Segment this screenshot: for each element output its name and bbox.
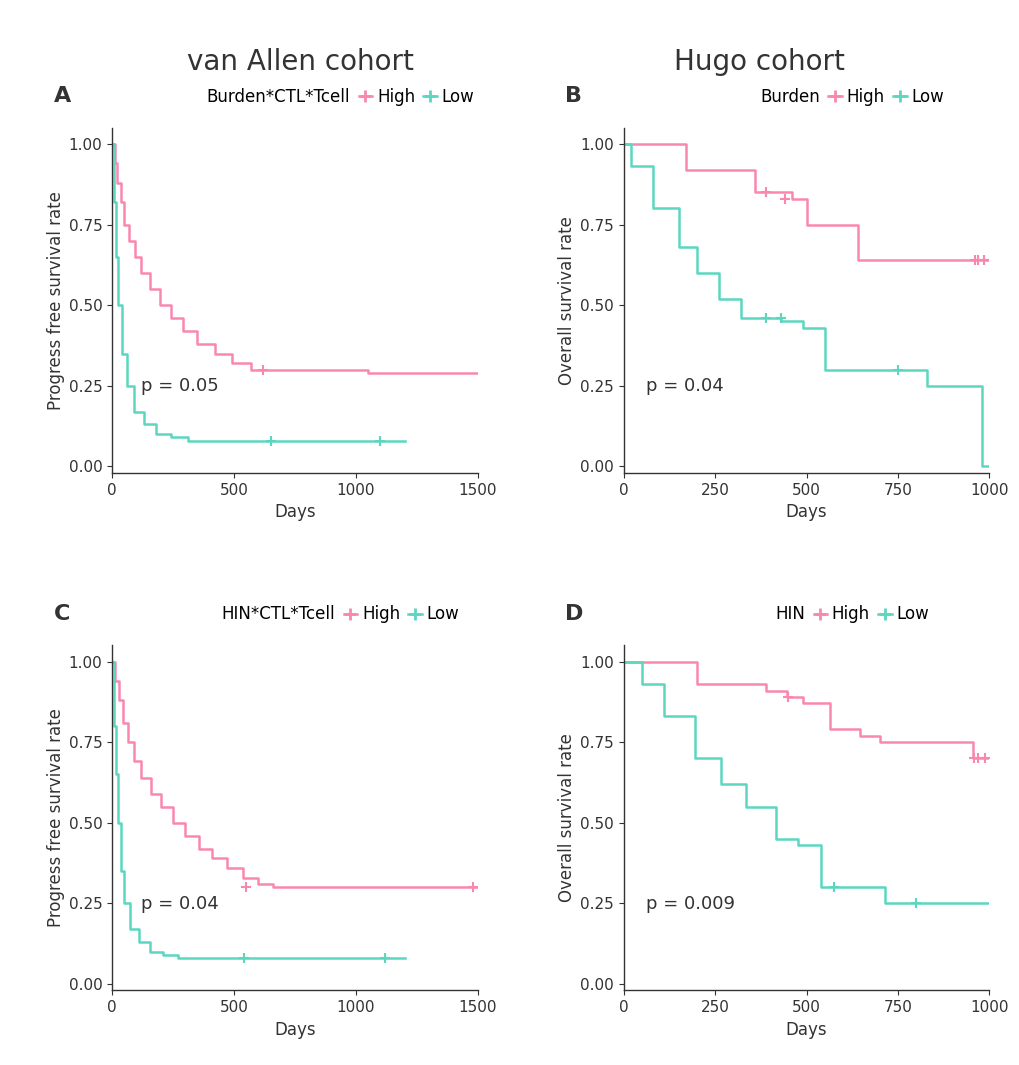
Text: A: A (54, 86, 71, 106)
Legend: HIN*CTL*Tcell, High, Low: HIN*CTL*Tcell, High, Low (203, 605, 460, 623)
Text: B: B (565, 86, 582, 106)
Text: p = 0.05: p = 0.05 (142, 377, 219, 395)
Legend: Burden, High, Low: Burden, High, Low (742, 87, 944, 105)
Text: p = 0.04: p = 0.04 (645, 377, 722, 395)
X-axis label: Days: Days (274, 503, 316, 521)
Legend: Burden*CTL*Tcell, High, Low: Burden*CTL*Tcell, High, Low (189, 87, 474, 105)
Text: C: C (54, 604, 70, 624)
X-axis label: Days: Days (274, 1020, 316, 1038)
Text: D: D (565, 604, 583, 624)
X-axis label: Days: Days (785, 503, 826, 521)
Y-axis label: Overall survival rate: Overall survival rate (557, 734, 576, 902)
Text: Hugo cohort: Hugo cohort (674, 48, 845, 76)
Text: p = 0.009: p = 0.009 (645, 895, 734, 913)
Text: p = 0.04: p = 0.04 (142, 895, 219, 913)
Legend: HIN, High, Low: HIN, High, Low (756, 605, 928, 623)
Y-axis label: Progress free survival rate: Progress free survival rate (47, 708, 64, 928)
Text: van Allen cohort: van Allen cohort (187, 48, 414, 76)
X-axis label: Days: Days (785, 1020, 826, 1038)
Y-axis label: Progress free survival rate: Progress free survival rate (47, 191, 64, 410)
Y-axis label: Overall survival rate: Overall survival rate (557, 216, 576, 384)
